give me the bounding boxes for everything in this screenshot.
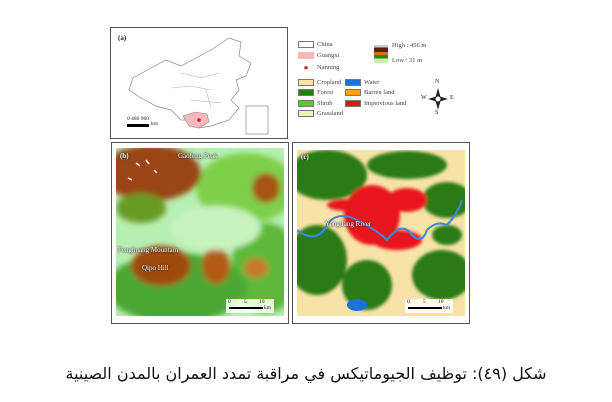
elevation-high: High : 456 m (392, 42, 427, 49)
elevation-raster (116, 148, 284, 316)
panel-b-label: (b) (120, 152, 129, 160)
place-fenghuang-mountain: Fenghuang Mountain (118, 246, 179, 254)
place-yongjiang-river: Yongjiang River (325, 220, 372, 228)
panel-c-label: (c) (301, 153, 309, 161)
landcover-raster (297, 150, 465, 316)
legend-china: China (298, 41, 333, 48)
legend-impervious: Impervious land (345, 100, 406, 107)
scale-bar-b: 0 5 10 km (226, 299, 274, 313)
elevation-low: Low : 31 m (392, 57, 423, 64)
legend-grassland: Grassland (298, 110, 343, 117)
legend-forest: Forest (298, 89, 333, 96)
china-outline (128, 37, 269, 135)
scale-bar-c: 0 5 10 km (405, 299, 453, 313)
figure-caption: شكل (٤٩): توظيف الجيوماتيكس في مراقبة تم… (65, 364, 547, 383)
legend-barren: Barren land (345, 89, 395, 96)
scale-ticks: 0 480 960 (127, 116, 149, 122)
panel-a-china-map: (a) 0 480 960 km (110, 27, 288, 139)
place-qipo-hill: Qipo Hill (142, 264, 169, 272)
legend-nanning: ● Nanning (303, 63, 340, 72)
panel-b-elevation-map: (b) Gaofeng Peak Fenghuang Mountain Qipo… (111, 142, 289, 324)
legend-shrub: Shrub (298, 100, 333, 107)
legend-cropland: Cropland (298, 79, 341, 86)
legend-guangxi: Guangxi (298, 52, 339, 59)
panel-a-label: (a) (118, 34, 127, 42)
compass-icon: N S W E (421, 79, 454, 116)
legend-water: Water (345, 79, 379, 86)
elevation-ramp (374, 45, 388, 63)
scale-bar (127, 124, 149, 127)
place-gaofeng-peak: Gaofeng Peak (178, 152, 218, 160)
panel-c-landcover-map: (c) Yongjiang River 0 5 10 km (292, 142, 470, 324)
scale-unit: km (151, 121, 159, 127)
